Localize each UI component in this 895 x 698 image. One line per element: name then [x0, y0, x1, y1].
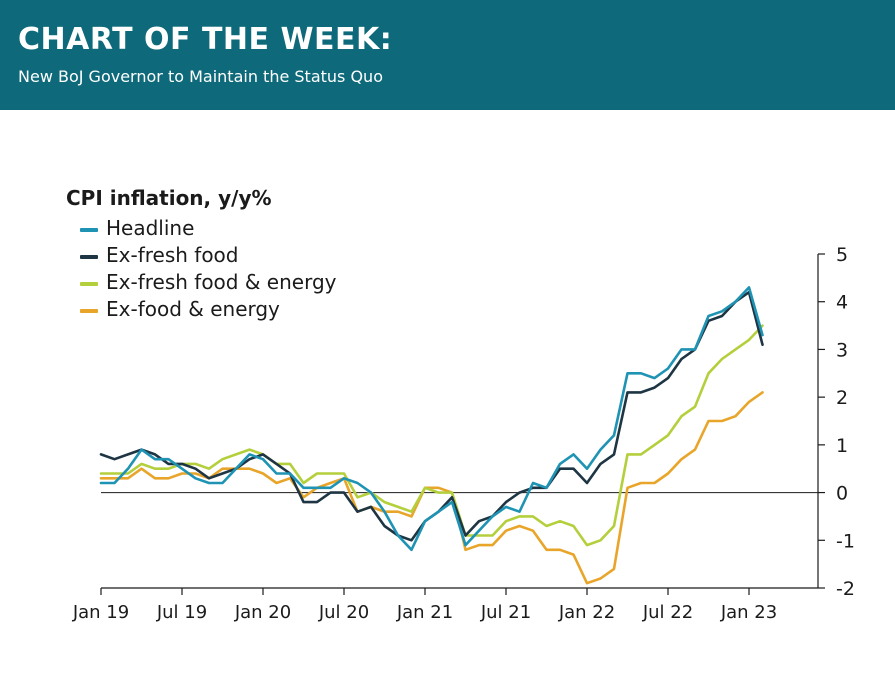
y-tick-label: 3	[836, 339, 848, 361]
banner-subtitle: New BoJ Governor to Maintain the Status …	[18, 67, 383, 86]
x-tick-label: Jan 23	[720, 602, 777, 623]
x-tick-label: Jul 19	[156, 602, 207, 623]
x-tick-label: Jul 22	[642, 602, 693, 623]
y-tick-label: -1	[836, 530, 855, 552]
x-tick-label: Jan 19	[72, 602, 129, 623]
y-tick-label: 0	[836, 483, 848, 505]
x-tick-label: Jan 22	[558, 602, 615, 623]
series-line-ex-food-energy	[99, 391, 764, 585]
y-tick-label: -2	[836, 578, 855, 600]
y-tick-label: 4	[836, 292, 848, 314]
legend-label-ex-fresh-food-energy: Ex-fresh food & energy	[106, 270, 337, 294]
x-tick-label: Jan 21	[396, 602, 453, 623]
chart-title: CPI inflation, y/y%	[66, 186, 272, 210]
y-tick-label: 1	[836, 435, 848, 457]
series-line-ex-fresh-food-energy	[99, 324, 764, 547]
legend-label-ex-fresh-food: Ex-fresh food	[106, 243, 239, 267]
legend-swatch-headline	[80, 228, 98, 232]
series-line-headline	[99, 286, 764, 552]
legend-swatch-ex-food-energy	[80, 309, 98, 313]
y-tick-label: 5	[836, 244, 848, 266]
legend-label-ex-food-energy: Ex-food & energy	[106, 297, 280, 321]
series-line-ex-fresh-food	[99, 290, 764, 542]
legend-swatch-ex-fresh-food	[80, 255, 98, 259]
legend-swatch-ex-fresh-food-energy	[80, 282, 98, 286]
x-tick-label: Jul 20	[318, 602, 369, 623]
legend-label-headline: Headline	[106, 216, 195, 240]
banner-title: CHART OF THE WEEK:	[18, 22, 393, 57]
x-tick-label: Jan 20	[234, 602, 291, 623]
header-banner: CHART OF THE WEEK: New BoJ Governor to M…	[0, 0, 895, 110]
x-tick-label: Jul 21	[480, 602, 531, 623]
y-tick-label: 2	[836, 387, 848, 409]
